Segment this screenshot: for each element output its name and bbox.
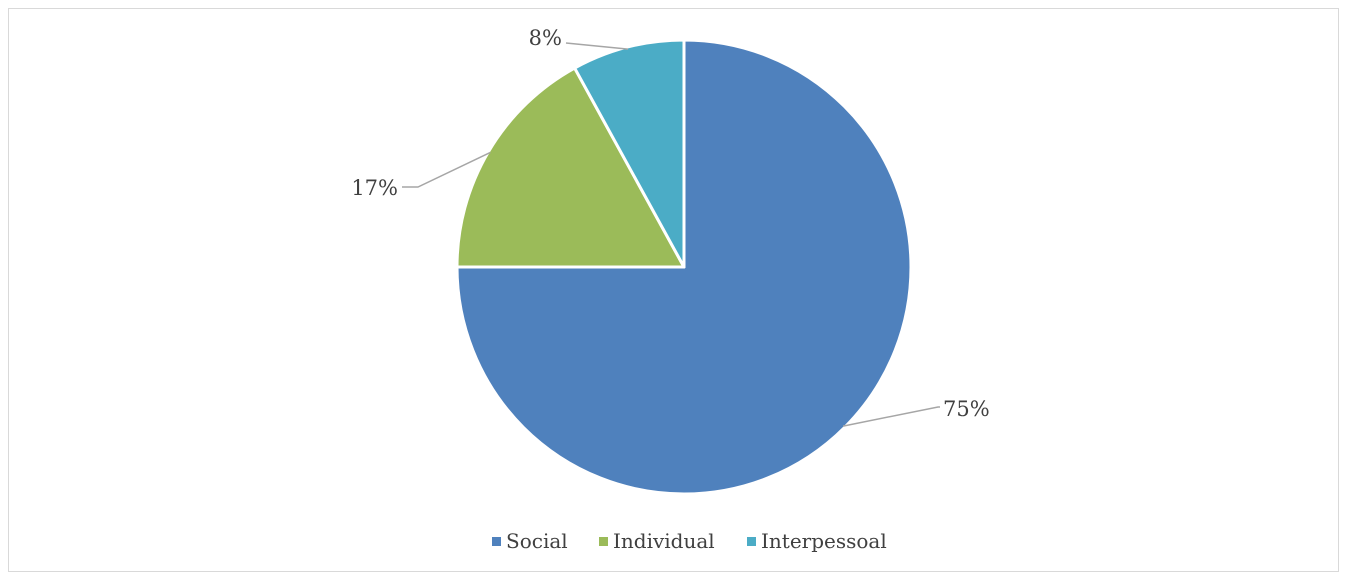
pie-slices (455, 38, 913, 496)
leader-line-interpessoal (565, 42, 629, 50)
pie-slice-social (455, 38, 913, 496)
legend-swatch-social (492, 537, 501, 546)
data-label-interpessoal: 8% (529, 26, 562, 50)
pie-slice-interpessoal (573, 38, 686, 269)
data-labels: 75% 17% 8% (351, 26, 989, 421)
data-label-individual: 17% (351, 176, 398, 200)
legend-swatch-interpessoal (747, 537, 756, 546)
legend-swatch-individual (599, 537, 608, 546)
legend-label-interpessoal: Interpessoal (761, 529, 887, 553)
legend-label-individual: Individual (613, 529, 715, 553)
legend-label-social: Social (506, 529, 568, 553)
leader-lines (402, 42, 940, 427)
legend: Social Individual Interpessoal (492, 529, 887, 553)
leader-line-social (842, 406, 940, 427)
leader-line-individual (402, 151, 491, 188)
data-label-social: 75% (943, 397, 990, 421)
pie-slice-individual (455, 66, 686, 269)
